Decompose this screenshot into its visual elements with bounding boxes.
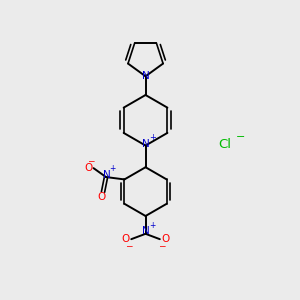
Text: Cl: Cl [218,138,231,151]
Text: O: O [98,192,106,202]
Text: N: N [142,71,149,81]
Text: N: N [142,139,149,149]
Text: O: O [122,234,130,244]
Text: +: + [149,221,155,230]
Text: O: O [84,163,92,172]
Text: −: − [158,241,166,250]
Text: −: − [236,132,245,142]
Text: −: − [87,157,95,166]
Text: N: N [142,226,149,236]
Text: +: + [110,164,116,173]
Text: −: − [125,241,133,250]
Text: +: + [149,133,156,142]
Text: N: N [103,170,110,180]
Text: O: O [161,234,169,244]
